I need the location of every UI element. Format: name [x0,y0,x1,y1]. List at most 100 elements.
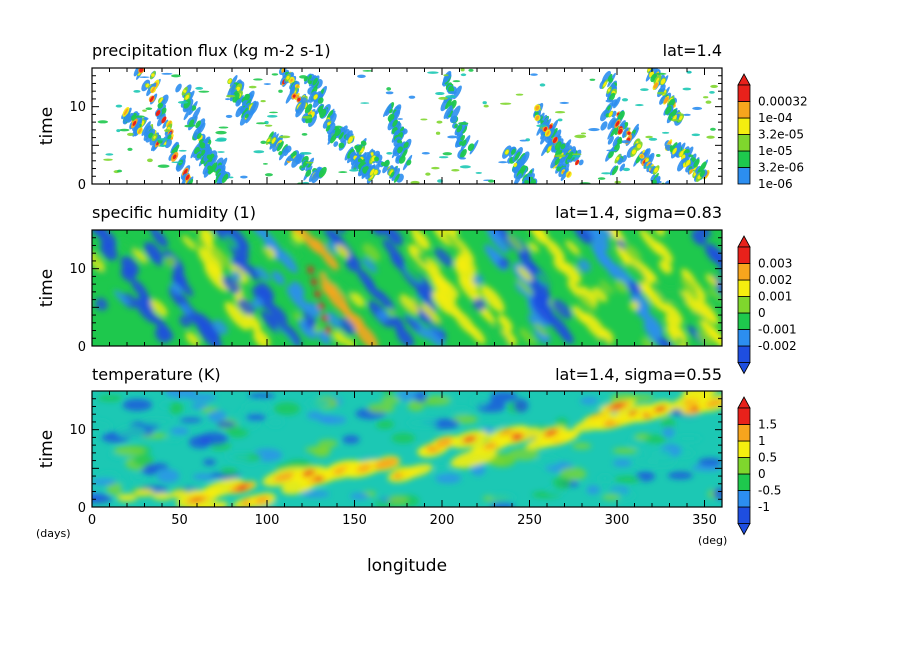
field-patch [358,159,366,170]
field-patch [192,496,204,502]
field-patch [506,234,525,252]
field-patch [395,106,401,110]
field-patch [659,95,666,105]
field-patch [253,242,271,261]
field-patch [133,68,143,77]
field-patch [536,124,547,128]
field-patch [550,154,560,169]
field-patch [161,72,173,75]
field-patch [613,96,621,109]
field-patch [612,447,638,454]
field-patch [662,426,675,439]
field-patch [588,128,600,132]
field-patch [472,274,484,286]
colorbar-swatch [737,84,751,102]
field-patch [643,285,667,312]
colorbar-label: 1e-04 [758,111,793,125]
field-patch [156,469,180,484]
field-patch [278,89,283,93]
field-patch [617,138,623,144]
field-patch [248,85,257,89]
colorbar-swatch [737,329,751,347]
field-patch [171,74,181,78]
colorbar-swatch [737,296,751,314]
field-patch [219,467,239,476]
field-patch [515,93,524,96]
colorbar-swatch [737,506,751,524]
field-patch [614,475,641,484]
y-tick-label: 0 [78,178,86,193]
field-patch [267,141,272,144]
field-patch [482,101,487,105]
field-patch [229,75,238,88]
heatmap-field [92,230,722,346]
field-patch [356,144,363,153]
field-patch [149,95,154,103]
field-patch [426,257,441,272]
field-patch [271,270,285,285]
field-patch [145,83,149,88]
field-patch [147,158,153,163]
field-patch [374,156,379,162]
field-patch [452,406,470,415]
field-patch [651,179,657,184]
field-patch [577,293,597,312]
field-patch [679,115,683,121]
field-patch [427,71,439,74]
field-patch [166,434,183,443]
field-patch [286,75,290,80]
field-patch [252,286,275,311]
field-patch [445,95,456,99]
field-patch [605,99,614,103]
field-patch [644,434,667,445]
field-patch [677,158,687,172]
field-patch [304,103,313,114]
field-patch [369,173,374,179]
field-patch [679,150,684,157]
field-patch [575,230,591,245]
field-patch [255,266,271,282]
colorbar-swatch [737,473,751,491]
field-patch [614,180,622,184]
field-patch [471,463,486,477]
field-patch [297,97,301,102]
field-patch [454,260,480,290]
field-patch [434,248,454,267]
field-patch [344,338,356,346]
panel-temperature: temperature (K) lat=1.4, sigma=0.55 0 10… [36,365,781,576]
field-patch [262,163,268,165]
field-patch [177,101,188,104]
field-patch [235,99,242,107]
field-patch [324,326,332,334]
field-patch [214,173,222,184]
field-patch [199,142,206,149]
heatmap-field [92,391,722,507]
field-patch [310,278,318,286]
field-patch [419,301,441,323]
field-patch [188,393,217,401]
field-patch [263,83,271,85]
field-patch [222,275,241,294]
y-unit-label: (days) [36,527,71,540]
field-patch [590,230,610,252]
field-patch [302,160,308,168]
colorbar-label: 3.2e-06 [758,161,804,175]
field-patch [518,327,537,346]
field-patch [664,315,688,342]
field-patch [141,121,151,137]
field-patch [689,168,693,175]
field-patch [164,129,170,133]
colorbar-arrow-bottom [737,523,751,536]
x-tick-label: 0 [88,513,96,528]
field-patch [540,134,547,145]
field-patch [167,134,172,140]
y-tick-label: 10 [69,423,86,438]
field-patch [280,323,302,346]
colorbar-label: 0.00032 [758,95,808,109]
field-patch [221,173,229,183]
field-patch [350,492,369,500]
field-patch [688,154,694,158]
field-patch [183,89,187,93]
field-patch [451,414,478,424]
field-patch [179,417,203,424]
